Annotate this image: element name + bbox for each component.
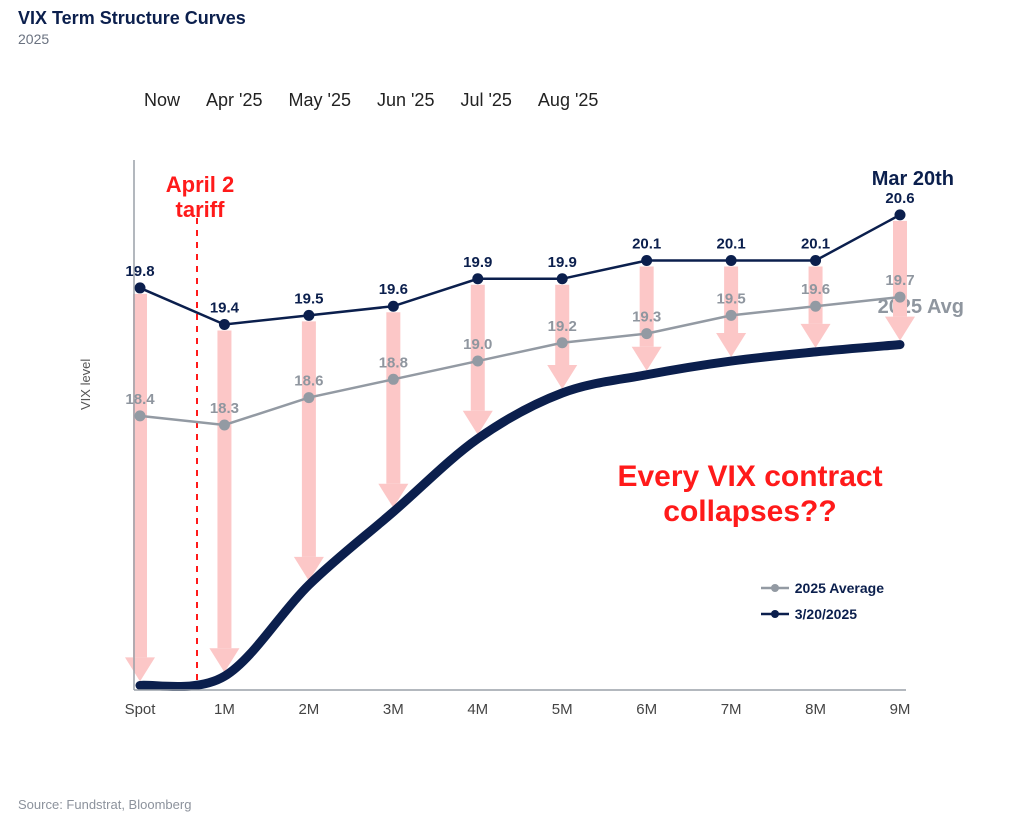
y-axis-label: VIX level — [78, 359, 93, 410]
top-month-label: May '25 — [289, 90, 351, 111]
series-marker-avg2025 — [472, 356, 483, 367]
value-label-mar20: 19.4 — [210, 299, 240, 316]
series-marker-mar20 — [810, 255, 821, 266]
value-label-mar20: 20.6 — [885, 190, 914, 207]
series-marker-avg2025 — [219, 420, 230, 431]
collapse-arrow-head — [632, 347, 662, 371]
series-marker-mar20 — [472, 273, 483, 284]
value-label-mar20: 20.1 — [801, 236, 830, 253]
collapse-arrow-head — [801, 324, 831, 348]
floor-curve — [140, 345, 900, 687]
chart-plot-area: 18.4 18.3 18.6 18.8 19.0 19.2 19.3 19.5 19.6 19.7… — [100, 150, 940, 740]
value-label-avg2025: 19.2 — [548, 318, 577, 335]
x-tick-label: 2M — [298, 701, 319, 718]
series-line-avg2025 — [140, 297, 900, 425]
x-tick-label: 7M — [721, 701, 742, 718]
series-marker-avg2025 — [557, 337, 568, 348]
x-tick-label: Spot — [125, 701, 157, 718]
top-month-label: Aug '25 — [538, 90, 599, 111]
x-tick-label: 8M — [805, 701, 826, 718]
value-label-mar20: 19.8 — [125, 263, 154, 280]
value-label-mar20: 19.6 — [379, 281, 408, 298]
value-label-avg2025: 18.8 — [379, 354, 408, 371]
series-marker-avg2025 — [726, 310, 737, 321]
value-label-mar20: 19.9 — [463, 254, 492, 271]
value-label-mar20: 19.5 — [294, 290, 323, 307]
series-marker-avg2025 — [303, 392, 314, 403]
series-marker-mar20 — [219, 319, 230, 330]
value-label-mar20: 19.9 — [548, 254, 577, 271]
series-marker-avg2025 — [388, 374, 399, 385]
top-month-label: Jun '25 — [377, 90, 434, 111]
collapse-arrow-head — [125, 657, 155, 681]
value-label-avg2025: 18.3 — [210, 400, 239, 417]
series-marker-avg2025 — [810, 301, 821, 312]
series-marker-avg2025 — [641, 328, 652, 339]
top-month-label: Apr '25 — [206, 90, 262, 111]
value-label-avg2025: 19.0 — [463, 336, 492, 353]
collapse-arrow-head — [885, 317, 915, 341]
x-tick-label: 9M — [890, 701, 911, 718]
value-label-mar20: 20.1 — [632, 236, 661, 253]
value-label-mar20: 20.1 — [717, 236, 746, 253]
series-marker-mar20 — [303, 310, 314, 321]
arrows-group — [125, 221, 915, 682]
x-tick-label: 3M — [383, 701, 404, 718]
value-label-avg2025: 19.7 — [885, 272, 914, 289]
chart-header: VIX Term Structure Curves 2025 — [18, 8, 246, 47]
chart-title: VIX Term Structure Curves — [18, 8, 246, 29]
top-month-label: Jul '25 — [460, 90, 511, 111]
top-month-labels: Now Apr '25 May '25 Jun '25 Jul '25 Aug '25 — [144, 90, 598, 111]
chart-subtitle: 2025 — [18, 31, 246, 47]
series-marker-mar20 — [135, 282, 146, 293]
source-credit: Source: Fundstrat, Bloomberg — [18, 797, 191, 812]
collapse-arrow-head — [716, 333, 746, 357]
value-label-avg2025: 19.6 — [801, 281, 830, 298]
x-tick-label: 1M — [214, 701, 235, 718]
value-label-avg2025: 18.6 — [294, 373, 323, 390]
series-marker-mar20 — [641, 255, 652, 266]
value-label-avg2025: 19.3 — [632, 309, 661, 326]
x-tick-label: 4M — [467, 701, 488, 718]
series-marker-mar20 — [388, 301, 399, 312]
x-tick-label: 5M — [552, 701, 573, 718]
series-marker-mar20 — [557, 273, 568, 284]
series-line-mar20 — [140, 215, 900, 325]
series-marker-mar20 — [726, 255, 737, 266]
value-label-avg2025: 18.4 — [125, 391, 155, 408]
x-tick-label: 6M — [636, 701, 657, 718]
series-marker-avg2025 — [895, 292, 906, 303]
series-marker-mar20 — [895, 209, 906, 220]
top-month-label: Now — [144, 90, 180, 111]
series-marker-avg2025 — [135, 410, 146, 421]
chart-svg: 18.4 18.3 18.6 18.8 19.0 19.2 19.3 19.5 19.6 19.7… — [100, 150, 940, 740]
value-label-avg2025: 19.5 — [717, 290, 746, 307]
